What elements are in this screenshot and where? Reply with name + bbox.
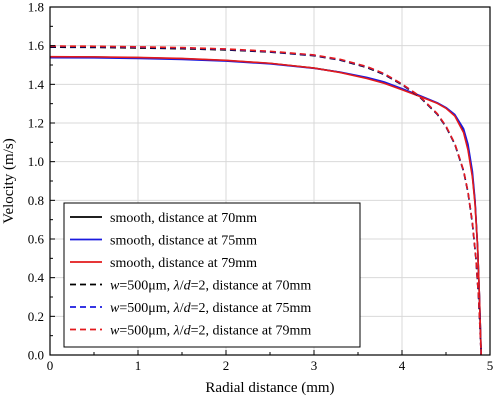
legend-box xyxy=(63,202,361,348)
y-tick-label: 0.8 xyxy=(28,193,44,208)
y-tick-label: 1.4 xyxy=(28,77,45,92)
legend-label-2: smooth, distance at 75mm xyxy=(110,234,257,249)
x-tick-label: 5 xyxy=(487,358,494,373)
x-axis-label: Radial distance (mm) xyxy=(205,380,334,396)
y-tick-label: 0.4 xyxy=(28,270,45,285)
y-tick-label: 1.0 xyxy=(28,154,44,169)
legend-label-3: smooth, distance at 79mm xyxy=(110,256,257,271)
y-tick-label: 0.2 xyxy=(28,309,44,324)
legend-label-1: smooth, distance at 70mm xyxy=(110,211,257,226)
x-tick-label: 2 xyxy=(223,358,230,373)
legend: smooth, distance at 70mm smooth, distance… xyxy=(63,202,361,348)
series-lines xyxy=(49,45,482,356)
y-tick-label: 1.2 xyxy=(28,116,44,131)
legend-label-4: w=500μm, λ/d=2, distance at 70mm xyxy=(110,279,311,294)
legend-label-6: w=500μm, λ/d=2, distance at 79mm xyxy=(110,324,311,339)
x-tick-label: 3 xyxy=(311,358,318,373)
y-tick-label: 0.0 xyxy=(28,348,44,363)
series-line-3 xyxy=(49,55,482,356)
y-tick-label: 0.6 xyxy=(28,232,45,247)
legend-label-5: w=500μm, λ/d=2, distance at 75mm xyxy=(110,301,311,316)
y-tick-label: 1.6 xyxy=(28,38,45,53)
y-tick-label: 1.8 xyxy=(28,0,44,15)
axis-ticks: 0 1 2 3 4 5 0.0 0.2 0.4 0.6 0.8 1.0 1.2 1.4 1.6 1.8 xyxy=(28,0,494,373)
x-tick-label: 1 xyxy=(135,358,142,373)
x-tick-label: 4 xyxy=(399,358,406,373)
y-axis-label: Velocity (m/s) xyxy=(1,138,17,223)
x-tick-label: 0 xyxy=(47,358,54,373)
